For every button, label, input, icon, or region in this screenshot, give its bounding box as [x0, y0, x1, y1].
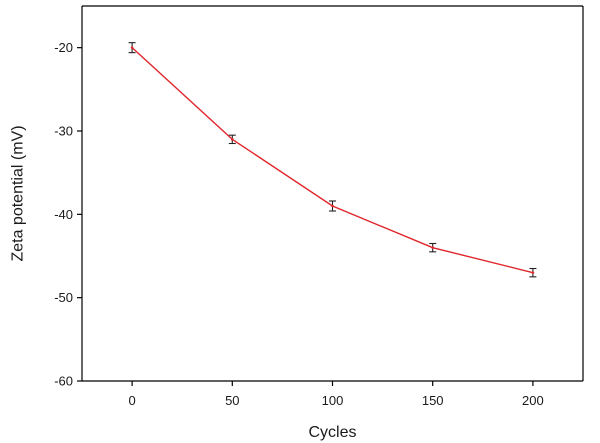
y-ticks: -20 -30 -40 -50 -60	[54, 40, 82, 389]
data-marker	[231, 138, 234, 141]
data-point	[329, 200, 336, 212]
x-axis-title: Cycles	[308, 424, 356, 441]
x-tick-label: 200	[522, 393, 544, 408]
x-tick-label: 150	[422, 393, 444, 408]
x-tick-label: 0	[128, 393, 135, 408]
data-marker	[531, 271, 535, 274]
y-tick-label: -40	[54, 207, 73, 222]
data-point	[228, 134, 236, 145]
data-marker	[331, 204, 334, 208]
x-tick-label: 50	[225, 393, 239, 408]
data-marker	[431, 246, 435, 249]
plot-area: 0 50 100 150 200 -20 -30 -40 -50 -60	[54, 5, 584, 408]
y-tick-label: -30	[54, 124, 73, 139]
data-point	[429, 242, 437, 253]
y-axis-title: Zeta potential (mV)	[10, 125, 27, 261]
x-ticks: 0 50 100 150 200	[128, 381, 544, 408]
x-tick-label: 100	[322, 393, 344, 408]
series	[128, 42, 537, 278]
y-tick-label: -20	[54, 40, 73, 55]
series-line	[131, 47, 534, 274]
y-tick-label: -60	[54, 374, 73, 389]
data-point	[529, 267, 537, 278]
data-point	[128, 42, 136, 54]
data-marker	[130, 46, 134, 49]
y-tick-label: -50	[54, 290, 73, 305]
